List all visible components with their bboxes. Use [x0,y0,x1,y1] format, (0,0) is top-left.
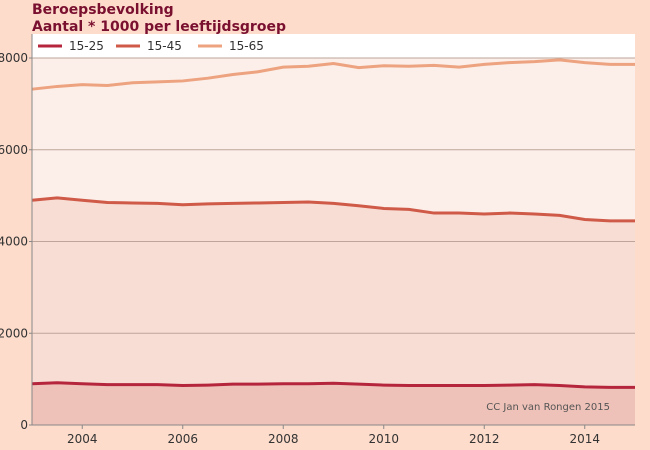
y-tick-label: 0 [20,418,28,432]
area-15-45 [32,197,635,425]
chart-title: Beroepsbevolking [32,2,174,18]
x-tick-label: 2012 [469,432,500,446]
line-series-15-25 [31,381,635,389]
x-tick-label: 2006 [167,432,198,446]
x-tick-label: 2008 [268,432,299,446]
line-series-15-45 [31,196,635,223]
area-15-25 [32,382,635,425]
x-tick-label: 2014 [569,432,600,446]
y-tick-label: 2000 [0,326,28,340]
y-tick-label: 6000 [0,143,28,157]
line-series-15-65 [31,58,635,91]
legend-label-15-45: 15-45 [147,39,182,53]
y-tick-label: 4000 [0,235,28,249]
x-tick-label: 2010 [368,432,399,446]
x-tick-label: 2004 [67,432,98,446]
credit-annotation: CC Jan van Rongen 2015 [486,402,610,413]
y-tick-label: 8000 [0,51,28,65]
legend-label-15-65: 15-65 [229,39,264,53]
chart-subtitle: Aantal * 1000 per leeftijdsgroep [32,19,286,35]
legend-label-15-25: 15-25 [69,39,104,53]
